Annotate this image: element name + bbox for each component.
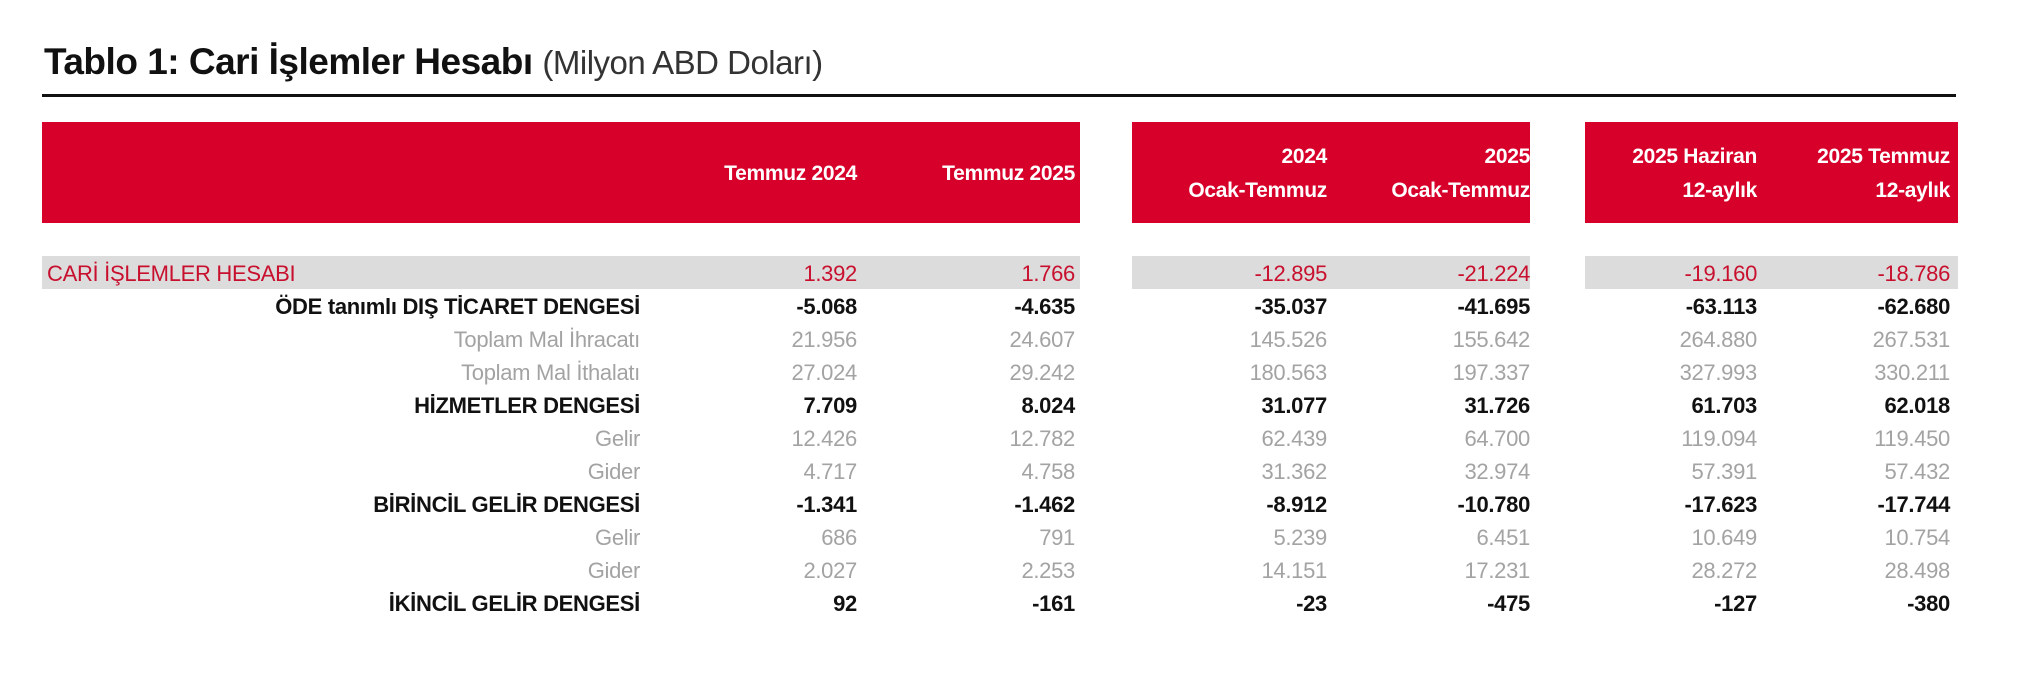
table-title: Tablo 1: Cari İşlemler Hesabı (Milyon AB… (44, 40, 823, 85)
cell: -8.912 (1266, 492, 1327, 517)
cell: 264.880 (1679, 327, 1758, 352)
header-block-monthly (42, 122, 1080, 223)
cell: 21.956 (791, 327, 858, 352)
row-label: Toplam Mal İhracatı (453, 327, 641, 352)
cell: 32.974 (1464, 459, 1531, 484)
cell: 2.027 (803, 558, 857, 583)
cell: 119.450 (1874, 426, 1950, 451)
cell: -5.068 (796, 294, 857, 319)
cell: 28.272 (1691, 558, 1758, 583)
cell: 1.766 (1021, 261, 1075, 286)
cell: -475 (1487, 591, 1530, 616)
row-label: CARİ İŞLEMLER HESABI (47, 261, 296, 286)
cell: -1.462 (1014, 492, 1075, 517)
cell: -21.224 (1457, 261, 1530, 286)
row-label: ÖDE tanımlı DIŞ TİCARET DENGESİ (275, 294, 640, 319)
cell: 2.253 (1021, 558, 1075, 583)
cell: 686 (821, 525, 857, 550)
cell: 62.018 (1884, 393, 1951, 418)
row-label: İKİNCİL GELİR DENGESİ (388, 591, 641, 616)
cell: 62.439 (1261, 426, 1328, 451)
cell: -19.160 (1684, 261, 1757, 286)
row-label: Gelir (595, 525, 640, 550)
row-label: Toplam Mal İthalatı (461, 360, 640, 385)
cell: -41.695 (1457, 294, 1530, 319)
row-label: Gider (587, 459, 641, 484)
cell: 24.607 (1009, 327, 1076, 352)
row-label: HİZMETLER DENGESİ (414, 393, 640, 418)
cell: -17.744 (1877, 492, 1950, 517)
cell: 31.362 (1261, 459, 1328, 484)
cell: -1.341 (796, 492, 857, 517)
cell: -10.780 (1457, 492, 1530, 517)
cell: 155.642 (1452, 327, 1531, 352)
row-label: Gelir (595, 426, 640, 451)
cell: 5.239 (1273, 525, 1327, 550)
cell: 7.709 (803, 393, 857, 418)
cell: 57.391 (1691, 459, 1758, 484)
cell: 791 (1039, 525, 1075, 550)
cell: -17.623 (1684, 492, 1757, 517)
header-block-annualized (1585, 122, 1958, 223)
cell: 4.717 (803, 459, 857, 484)
cell: 197.337 (1452, 360, 1531, 385)
cell: -12.895 (1254, 261, 1327, 286)
cell: 327.993 (1679, 360, 1758, 385)
cell: 64.700 (1464, 426, 1531, 451)
cell: 180.563 (1249, 360, 1328, 385)
highlight-row-bg-2 (1132, 256, 1530, 289)
cell: 267.531 (1872, 327, 1951, 352)
cell: 145.526 (1249, 327, 1328, 352)
cell: 12.782 (1009, 426, 1076, 451)
cell: 10.649 (1691, 525, 1758, 550)
cell: 31.077 (1261, 393, 1328, 418)
cell: 57.432 (1884, 459, 1951, 484)
table-title-unit: (Milyon ABD Doları) (542, 44, 823, 81)
highlight-row-bg-3 (1585, 256, 1958, 289)
cell: -4.635 (1014, 294, 1075, 319)
highlight-row-bg-1 (42, 256, 1080, 289)
cell: 27.024 (791, 360, 858, 385)
cell: -63.113 (1685, 294, 1758, 319)
cell: 14.151 (1261, 558, 1328, 583)
cell: 12.426 (791, 426, 858, 451)
row-label: Gider (587, 558, 641, 583)
cell: 28.498 (1884, 558, 1951, 583)
cell: -127 (1714, 591, 1757, 616)
cell: 61.703 (1691, 393, 1758, 418)
header-block-cumulative (1132, 122, 1530, 223)
cell: 10.754 (1884, 525, 1951, 550)
cell: -62.680 (1877, 294, 1950, 319)
row-label: BİRİNCİL GELİR DENGESİ (373, 492, 640, 517)
cell: -35.037 (1254, 294, 1327, 319)
cell: -18.786 (1877, 261, 1950, 286)
cell: 31.726 (1464, 393, 1531, 418)
cell: 92 (833, 591, 857, 616)
cell: -161 (1032, 591, 1075, 616)
cell: 4.758 (1021, 459, 1075, 484)
cell: 1.392 (803, 261, 857, 286)
cell: 29.242 (1009, 360, 1076, 385)
cell: 119.094 (1681, 426, 1757, 451)
cell: 8.024 (1021, 393, 1075, 418)
title-divider (42, 94, 1956, 97)
table-title-main: Tablo 1: Cari İşlemler Hesabı (44, 41, 533, 82)
cell: -380 (1907, 591, 1950, 616)
cell: 330.211 (1874, 360, 1950, 385)
cell: 6.451 (1476, 525, 1530, 550)
cell: 17.231 (1464, 558, 1531, 583)
cell: -23 (1296, 591, 1327, 616)
